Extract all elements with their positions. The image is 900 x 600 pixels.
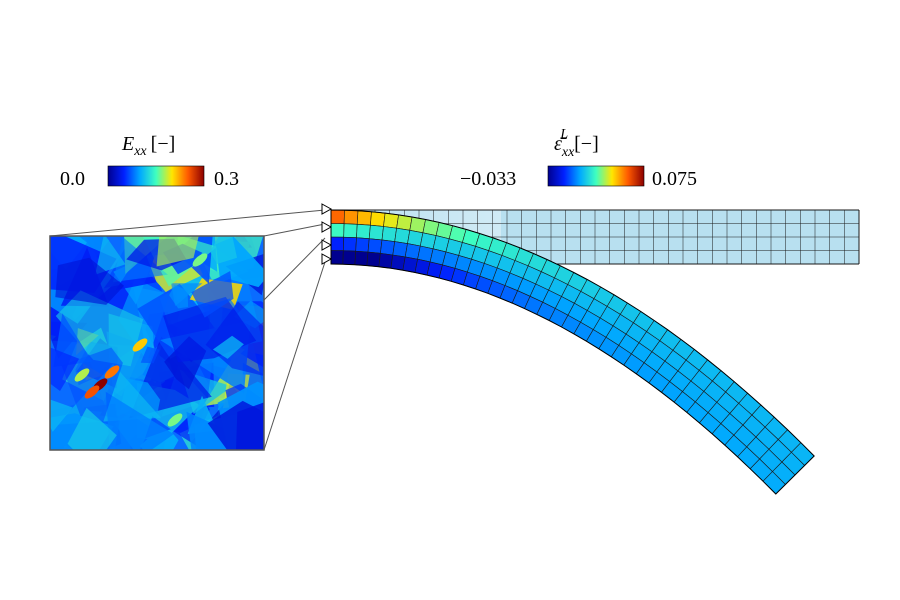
micro-hotspot: [132, 338, 148, 352]
micro-window: [49, 235, 265, 451]
mesh-element: [381, 226, 397, 242]
zoom-connectors: [49, 209, 326, 451]
micro-facet: [169, 284, 189, 309]
mesh-element: [343, 209, 359, 225]
mesh-element: [378, 252, 394, 269]
zoom-line-top-left: [49, 209, 326, 237]
mesh-element: [354, 250, 369, 266]
micro-legend-title: Exx [−]: [121, 133, 175, 159]
deformed-beam: [330, 209, 815, 495]
mesh-element: [366, 251, 381, 268]
zoom-line-mid: [263, 237, 326, 301]
macro-legend-min-label: −0.033: [460, 168, 516, 190]
mesh-element: [383, 212, 399, 229]
macro-legend-title: ε̄xxL [−]: [554, 127, 599, 160]
micro-hotspot: [192, 253, 208, 267]
micro-hotspot: [74, 368, 90, 382]
macro-legend-unit: [−]: [574, 133, 599, 155]
micro-facet: [212, 335, 244, 359]
micro-legend-max-label: 0.3: [214, 168, 239, 190]
mesh-element: [394, 227, 411, 244]
micro-facet: [95, 236, 126, 275]
micro-facet: [105, 391, 174, 450]
micro-legend-min-label: 0.0: [60, 168, 85, 190]
mesh-element: [356, 210, 372, 226]
boundary-supports: [321, 203, 333, 265]
macro-legend-max-label: 0.075: [652, 168, 697, 190]
mesh-element: [342, 236, 357, 252]
zoom-line-bottom: [263, 261, 326, 451]
micro-hotspot: [84, 385, 100, 399]
micro-facet: [50, 347, 80, 391]
support-triangle: [321, 253, 333, 265]
mesh-element: [342, 250, 357, 266]
micro-facet: [55, 290, 144, 367]
macro-legend-superscript: L: [559, 127, 568, 142]
support-triangle: [321, 221, 333, 233]
mesh-element: [380, 239, 396, 256]
macro-colorbar: [547, 165, 645, 187]
micro-facet: [67, 407, 117, 450]
macro-legend: ε̄xxL [−] −0.033 0.075: [460, 127, 697, 190]
support-triangle: [321, 203, 333, 215]
micro-window-frame: [49, 235, 265, 451]
mesh-element: [330, 236, 345, 252]
micro-legend-unit: [−]: [151, 133, 176, 155]
micro-facet: [156, 236, 199, 267]
micro-facet: [61, 347, 123, 423]
mesh-element: [356, 223, 371, 240]
mesh-element: [330, 250, 344, 265]
micro-hotspot: [104, 365, 120, 379]
mesh-element: [330, 209, 345, 225]
micro-facet: [209, 236, 237, 264]
micro-facet: [50, 399, 73, 432]
mesh-element: [343, 223, 358, 239]
micro-strain-field: [50, 236, 264, 450]
mesh-element: [330, 223, 345, 238]
micro-legend-symbol: E: [121, 133, 134, 155]
micro-legend-subscript: xx: [133, 144, 147, 159]
micro-colorbar: [107, 165, 205, 187]
mesh-element: [367, 238, 383, 254]
micro-hotspot: [167, 413, 183, 427]
micro-facet: [207, 400, 264, 450]
micro-facet: [191, 271, 234, 318]
mesh-element: [368, 224, 384, 241]
macro-legend-subscript: xx: [561, 145, 575, 160]
micro-facet: [55, 257, 125, 305]
mesh-element: [396, 214, 413, 231]
mesh-element: [370, 211, 386, 227]
micro-facet: [140, 346, 160, 364]
zoom-line-top-right: [263, 223, 326, 237]
support-triangle: [321, 239, 333, 251]
deformed-beam-outline: [330, 209, 815, 495]
mesh-element: [355, 237, 370, 253]
micro-legend: Exx [−] 0.0 0.3: [60, 133, 239, 190]
